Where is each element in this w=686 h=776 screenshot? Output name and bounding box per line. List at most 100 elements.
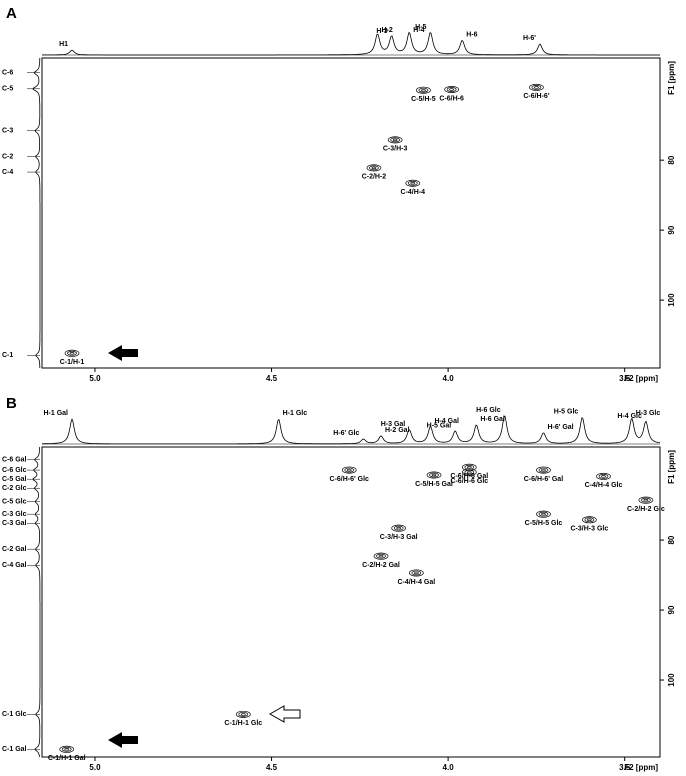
x-tick-label: 4.5 (266, 763, 278, 772)
cross-peak (235, 710, 251, 718)
contour (431, 473, 437, 477)
contour (393, 525, 404, 531)
contour (238, 711, 249, 717)
cross-peak (426, 471, 442, 479)
peak-label: C-3/H-3 Glc (571, 526, 609, 533)
contour (416, 86, 431, 94)
contour (346, 468, 352, 472)
arrow (108, 345, 138, 361)
contour (598, 474, 609, 479)
contour (376, 553, 386, 559)
contour (396, 526, 402, 530)
cross-peak (64, 349, 80, 357)
peak-label: C-4/H-4 Gal (397, 579, 435, 586)
peak-label: C-2/H-2 (362, 174, 387, 181)
contour (369, 165, 379, 171)
cross-peak (405, 179, 421, 187)
contour (366, 164, 382, 172)
x-axis-title: F2 [ppm] (624, 763, 658, 772)
cross-peak (461, 463, 477, 471)
contour (464, 469, 475, 475)
top-trace-label: H-3 Glc (636, 410, 661, 417)
contour (446, 87, 457, 92)
contour (536, 466, 551, 474)
side-trace-label: C-5 Gal (2, 476, 27, 483)
contour (387, 136, 403, 144)
contour (421, 88, 426, 92)
cross-peak (582, 516, 597, 524)
contour (538, 511, 549, 517)
side-trace-label: C-5 (2, 86, 13, 93)
side-trace-label: C-4 (2, 169, 13, 176)
side-trace-label: C-5 Glc (2, 498, 27, 505)
peak-label: C-3/H-3 Gal (380, 534, 418, 541)
top-trace-label: H-1 Gal (44, 410, 69, 417)
contour (601, 475, 606, 478)
side-trace-label: C-4 Gal (2, 562, 27, 569)
top-trace (41, 31, 660, 56)
contour (61, 746, 72, 752)
side-trace-label: C-3 Gal (2, 520, 27, 527)
side-trace (32, 58, 41, 368)
top-trace-label: H1 (59, 41, 68, 48)
contour (449, 88, 454, 91)
x-tick-label: 3.5 (619, 763, 631, 772)
top-trace-label: H-2 (381, 27, 392, 34)
side-trace-label: C-6 (2, 70, 13, 77)
x-tick-label: 3.5 (619, 374, 631, 383)
y-axis-title: F1 [ppm] (667, 61, 676, 95)
contour (584, 517, 595, 523)
peak-label: C-1/H-1 Gal (48, 755, 86, 762)
contour (541, 468, 546, 472)
peak-label: C-6/H-6' Gal (524, 476, 563, 483)
contour (413, 571, 419, 575)
peak-label: C-4/H-4 (401, 189, 426, 196)
plot-frame (41, 57, 661, 369)
contour (641, 497, 651, 503)
top-trace-label: H-4 (413, 27, 424, 34)
top-trace-label: H-6 Glc (476, 407, 501, 414)
contour (418, 87, 429, 93)
contour (378, 554, 384, 558)
contour (529, 83, 544, 91)
contour (466, 470, 472, 474)
contour (67, 350, 77, 356)
arrow (268, 705, 301, 723)
contour (536, 510, 551, 518)
side-trace-label: C-3 (2, 128, 13, 135)
contour (426, 471, 442, 479)
contour (638, 496, 654, 504)
x-tick-label: 5.0 (89, 374, 101, 383)
contour (408, 569, 424, 577)
cross-peak (408, 569, 424, 577)
cross-peak (444, 85, 459, 93)
cross-peak (341, 466, 357, 474)
contour (411, 570, 422, 576)
y-axis-title: F1 [ppm] (667, 450, 676, 484)
x-tick-label: 4.0 (443, 374, 455, 383)
contour (341, 466, 357, 474)
x-tick-label: 4.5 (266, 374, 278, 383)
y-tick-label: 90 (667, 605, 676, 614)
y-tick-label: 80 (667, 535, 676, 544)
side-trace-label: C-6 Glc (2, 467, 27, 474)
contour (410, 182, 416, 185)
contour (240, 713, 246, 716)
arrow (108, 732, 138, 748)
peak-label: C-2/H-2 Gal (362, 562, 400, 569)
top-trace-label: H-2 Gal (385, 427, 410, 434)
contour (596, 472, 611, 480)
peak-label: C-4/H-4 Glc (585, 482, 623, 489)
cross-peak (59, 745, 75, 753)
peak-label: C-6/H-6' (523, 93, 550, 100)
peak-label: C-1/H-1 Glc (224, 720, 262, 727)
top-trace (42, 415, 661, 445)
contour (64, 349, 80, 357)
top-trace-label: H-1 Glc (283, 410, 308, 417)
contour (344, 467, 355, 473)
top-trace-label: H-5 (415, 24, 426, 31)
side-trace-label: C-3 Glc (2, 511, 27, 518)
peak-label: C-6/H-6 Glc (450, 478, 488, 485)
top-trace-label: H-4 Gal (434, 418, 459, 425)
